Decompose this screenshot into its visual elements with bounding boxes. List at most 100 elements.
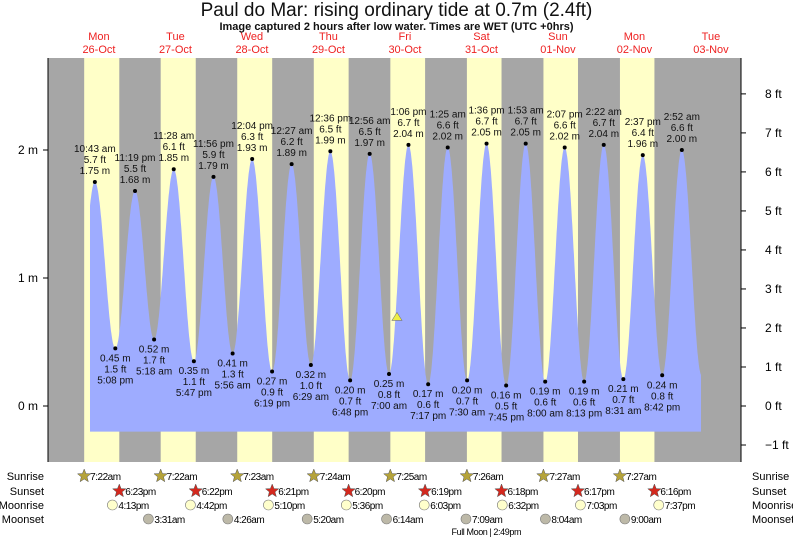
chart-title: Paul do Mar: rising ordinary tide at 0.7… [200,0,593,21]
high-tide-metres-label: 2.02 m [549,131,580,142]
right-axis-tick-label: 8 ft [765,87,782,101]
date-label: 27-Oct [159,44,192,56]
low-tide-point [152,337,157,342]
sunset-time: 6:17pm [584,487,615,498]
low-tide-feet-label: 0.8 ft [651,391,673,402]
sunrise-icon [383,468,398,483]
day-of-week-label: Sat [473,31,490,43]
high-tide-metres-label: 1.85 m [158,153,189,164]
sunrise-time: 7:27am [549,472,580,483]
high-tide-time-label: 1:36 pm [468,106,504,117]
sunrise-time: 7:27am [626,472,657,483]
high-tide-metres-label: 2.00 m [667,134,698,145]
high-tide-metres-label: 1.97 m [354,138,385,149]
low-tide-metres-label: 0.19 m [530,387,561,398]
moonrise-time: 7:37pm [665,501,696,512]
low-tide-feet-label: 0.9 ft [261,387,283,398]
high-tide-feet-label: 6.7 ft [593,118,615,129]
high-tide-point [328,149,333,154]
sunset-time: 6:23pm [125,487,156,498]
high-tide-metres-label: 1.75 m [80,166,111,177]
day-of-week-label: Mon [88,31,109,43]
sunset-icon [570,483,586,498]
low-tide-point [426,382,431,387]
sunrise-time: 7:23am [243,472,274,483]
right-axis-tick-label: 6 ft [765,165,782,179]
moonset-icon [381,513,392,525]
sunset-time: 6:22pm [202,487,233,498]
low-tide-metres-label: 0.17 m [413,389,444,400]
full-moon-time: 2:49pm [493,527,521,537]
high-tide-time-label: 2:07 pm [547,109,583,120]
low-tide-point [621,377,626,382]
moonset-icon [222,513,234,525]
low-tide-feet-label: 0.6 ft [417,400,439,411]
high-tide-time-label: 12:27 am [271,126,313,137]
high-tide-feet-label: 6.6 ft [437,120,459,131]
high-tide-metres-label: 1.68 m [120,175,151,186]
high-tide-time-label: 1:25 am [430,109,466,120]
low-tide-point [387,372,392,376]
high-tide-feet-label: 6.5 ft [319,124,341,135]
moonrise-time: 4:13pm [118,501,149,512]
moonset-time: 5:20am [313,515,344,526]
high-tide-point [601,142,606,147]
high-tide-point [640,153,645,158]
day-of-week-label: Thu [319,31,338,43]
low-tide-feet-label: 0.6 ft [534,398,556,409]
low-tide-metres-label: 0.45 m [100,353,131,364]
moonset-icon [301,513,313,525]
moonrise-time: 5:36pm [352,501,383,512]
high-tide-metres-label: 2.02 m [432,131,463,142]
high-tide-metres-label: 1.96 m [628,139,659,150]
low-tide-feet-label: 0.8 ft [378,390,400,401]
low-tide-time-label: 5:47 pm [176,388,212,399]
high-tide-feet-label: 6.4 ft [632,128,654,139]
high-tide-metres-label: 2.04 m [393,129,424,140]
high-tide-point [133,188,138,193]
low-tide-point [504,383,509,388]
moonset-row-label-left: Moonset [2,514,44,526]
sunrise-time: 7:22am [167,472,198,483]
low-tide-point [191,359,196,364]
low-tide-point [230,351,235,356]
sunset-time: 6:19pm [431,487,462,498]
high-tide-time-label: 2:37 pm [625,117,661,128]
sunrise-icon [536,468,551,483]
sunset-icon [417,483,433,498]
low-tide-metres-label: 0.35 m [179,366,210,377]
high-tide-metres-label: 1.89 m [276,148,307,159]
low-tide-metres-label: 0.25 m [374,379,405,390]
date-label: 03-Nov [693,44,729,56]
low-tide-metres-label: 0.52 m [139,344,170,355]
low-tide-metres-label: 0.24 m [647,380,678,391]
moonrise-icon [575,499,586,511]
sunrise-time: 7:24am [320,472,351,483]
low-tide-time-label: 5:18 am [136,366,172,377]
left-axis-tick-label: 1 m [18,271,38,285]
sunrise-icon [306,468,322,483]
low-tide-time-label: 7:00 am [371,401,407,412]
day-of-week-label: Mon [624,31,645,43]
low-tide-time-label: 7:17 pm [410,411,446,422]
high-tide-point [679,148,684,152]
moonset-time: 3:31am [154,515,185,526]
high-tide-metres-label: 1.99 m [315,135,346,146]
low-tide-time-label: 5:08 pm [97,375,133,386]
low-tide-time-label: 7:45 pm [488,413,524,424]
sunset-time: 6:18pm [508,487,539,498]
day-of-week-label: Tue [166,31,185,43]
moonset-time: 7:09am [472,515,503,526]
low-tide-time-label: 7:30 am [449,407,485,418]
right-axis-tick-label: 3 ft [765,282,782,296]
sunrise-row-label-right: Sunrise [752,471,789,483]
date-label: 31-Oct [465,44,498,56]
current-level-marker [391,311,403,321]
date-label: 01-Nov [540,44,576,56]
sunset-icon [188,483,204,498]
moonset-icon [540,513,551,525]
low-tide-time-label: 6:19 pm [254,398,290,409]
low-tide-metres-label: 0.20 m [335,385,366,396]
high-tide-time-label: 2:52 am [664,112,700,123]
low-tide-feet-label: 1.3 ft [221,370,243,381]
